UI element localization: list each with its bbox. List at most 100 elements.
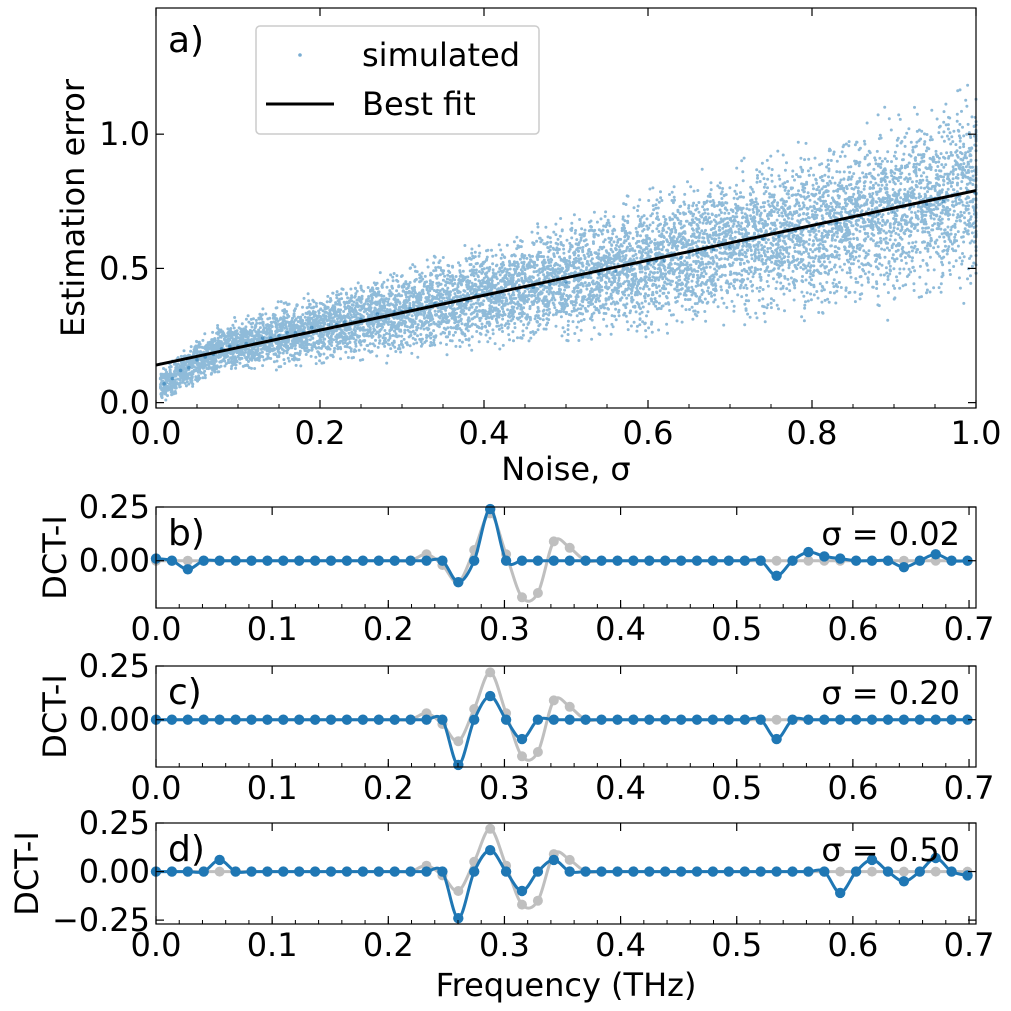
estimate-point xyxy=(850,866,862,877)
x-tick-label: 0.3 xyxy=(479,926,530,964)
estimate-point xyxy=(405,866,416,877)
reference-point xyxy=(771,555,782,566)
estimate-point xyxy=(739,866,750,877)
estimate-point xyxy=(803,546,814,558)
estimate-point xyxy=(453,913,464,924)
estimate-point xyxy=(166,555,178,566)
x-tick-label: 0.0 xyxy=(131,769,182,807)
panel-a-ticks: 0.0 0.2 0.4 0.6 0.8 1.0 0.0 0.5 1.0 xyxy=(99,8,1001,452)
estimate-line xyxy=(155,507,968,584)
estimate-point xyxy=(866,555,878,566)
estimate-point xyxy=(691,714,703,725)
estimate-point xyxy=(596,714,607,725)
estimate-point xyxy=(580,866,591,877)
y-tick-label: 0.25 xyxy=(79,804,150,842)
reference-point xyxy=(867,866,877,877)
estimate-point xyxy=(166,866,178,877)
x-tick-label: 0.2 xyxy=(363,926,414,964)
reference-point xyxy=(485,823,496,834)
x-tick-label: 0.4 xyxy=(459,414,510,452)
estimate-point xyxy=(787,555,798,566)
panel-d-ylabel: DCT-I xyxy=(8,831,46,916)
estimate-point xyxy=(612,866,623,877)
estimate-point xyxy=(962,555,973,566)
legend-label-simulated: simulated xyxy=(362,36,520,74)
estimate-point xyxy=(532,555,544,566)
estimate-point xyxy=(214,714,225,725)
estimate-point xyxy=(596,555,607,566)
panel-a-xlabel: Noise, σ xyxy=(501,450,630,488)
reference-point xyxy=(453,736,464,747)
estimate-point xyxy=(962,714,973,725)
estimate-point xyxy=(787,714,798,725)
reference-point xyxy=(532,747,543,757)
estimate-point xyxy=(787,866,798,877)
estimate-point xyxy=(198,866,209,877)
estimate-point xyxy=(882,866,894,877)
estimate-point xyxy=(755,866,766,877)
x-tick-label: 0.2 xyxy=(363,769,414,807)
estimate-point xyxy=(644,555,655,566)
estimate-point xyxy=(707,714,719,725)
estimate-point xyxy=(437,866,448,877)
estimate-point xyxy=(309,714,321,725)
estimate-point xyxy=(341,714,353,725)
y-tick-label: 0.00 xyxy=(79,853,150,891)
panel-c-label: c) xyxy=(168,672,202,713)
estimate-point xyxy=(675,866,687,877)
panel-b-dct: 0.0 0.1 0.2 0.3 0.4 0.5 0.6 0.7 0.00 0.25 b) σ = … xyxy=(36,488,994,648)
estimate-point xyxy=(437,555,448,566)
panel-c-ticks: 0.0 0.1 0.2 0.3 0.4 0.5 0.6 0.7 0.00 0.25 xyxy=(79,647,995,807)
x-tick-label: 0.6 xyxy=(827,926,878,964)
estimate-point xyxy=(612,714,623,725)
estimate-point xyxy=(866,854,878,866)
x-tick-label: 0.3 xyxy=(479,769,530,807)
estimate-point xyxy=(230,555,241,566)
reference-point xyxy=(532,895,543,906)
estimate-point xyxy=(294,866,305,877)
estimate-point xyxy=(898,714,910,725)
panel-d-dct: 0.0 0.1 0.2 0.3 0.4 0.5 0.6 0.7 −0.25 0.00 0.25 d)… xyxy=(8,804,994,1004)
x-tick-label: 1.0 xyxy=(951,414,1002,452)
estimate-point xyxy=(660,714,671,725)
estimate-point xyxy=(914,555,925,566)
estimate-point xyxy=(628,714,639,725)
estimate-point xyxy=(803,714,814,725)
reference-point xyxy=(548,695,559,706)
x-tick-label: 0.1 xyxy=(247,769,298,807)
estimate-point xyxy=(930,852,941,864)
estimate-point xyxy=(771,866,782,877)
reference-point xyxy=(453,886,464,896)
estimate-point xyxy=(325,555,337,566)
estimate-point xyxy=(485,845,496,856)
estimate-point xyxy=(866,714,878,725)
estimate-point xyxy=(246,714,257,725)
estimate-point xyxy=(739,555,750,566)
estimate-point xyxy=(548,555,559,566)
estimate-point xyxy=(946,714,957,725)
y-tick-label: −0.25 xyxy=(52,901,150,939)
panel-c-sigma: σ = 0.20 xyxy=(821,674,960,712)
x-tick-label: 0.1 xyxy=(247,610,298,648)
estimate-point xyxy=(532,866,544,877)
estimate-point xyxy=(389,866,400,877)
estimate-point xyxy=(580,555,591,566)
x-tick-label: 0.7 xyxy=(944,769,995,807)
estimate-line xyxy=(156,848,968,920)
estimate-point xyxy=(182,564,193,575)
reference-point xyxy=(532,588,543,598)
estimate-point xyxy=(262,555,273,566)
legend: simulated Best fit xyxy=(255,25,540,135)
reference-point xyxy=(517,751,527,762)
estimate-point xyxy=(898,876,910,887)
estimate-point xyxy=(500,555,512,566)
estimate-point xyxy=(198,555,209,566)
estimate-point xyxy=(707,555,719,566)
reference-point xyxy=(517,592,527,603)
estimate-point xyxy=(835,714,846,725)
reference-point xyxy=(485,667,496,678)
estimate-point xyxy=(421,866,432,877)
x-tick-label: 0.4 xyxy=(595,926,646,964)
estimate-point xyxy=(357,714,369,725)
